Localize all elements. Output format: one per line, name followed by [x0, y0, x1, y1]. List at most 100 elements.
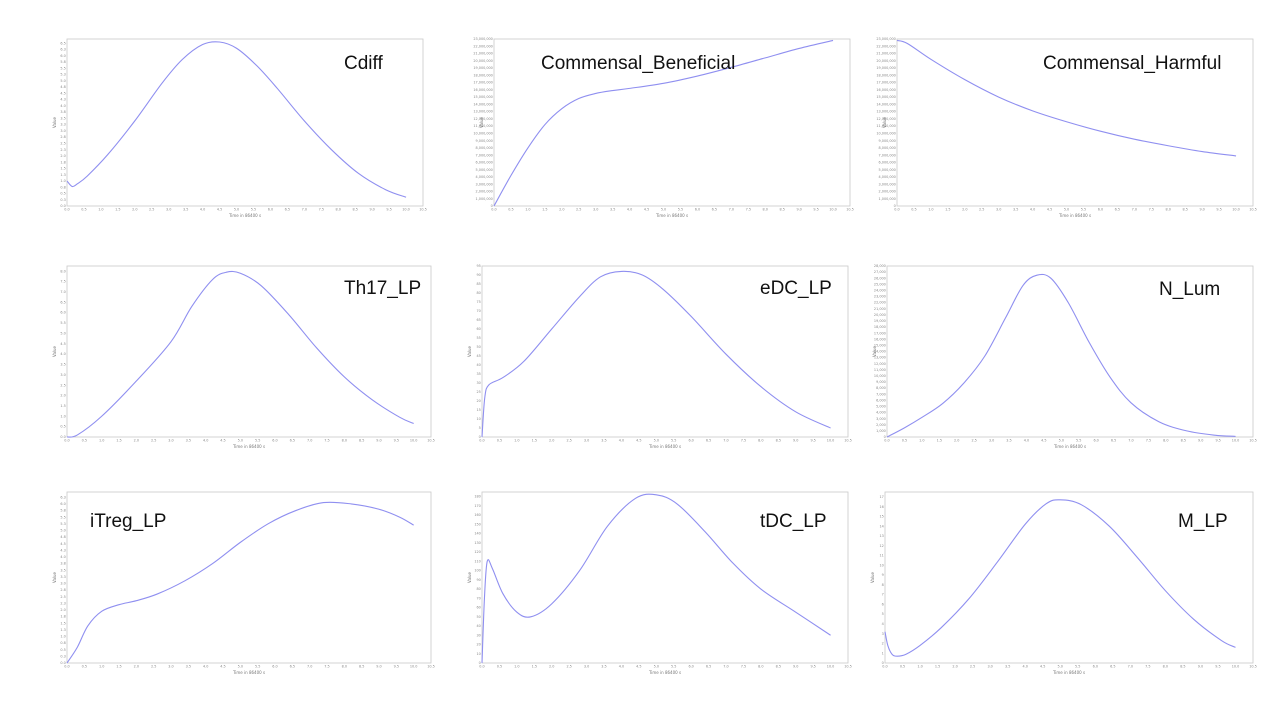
x-tick-label-commensal-beneficial: 0.5 — [508, 207, 513, 211]
x-tick-label-commensal-beneficial: 2.5 — [576, 207, 581, 211]
x-tick-label-edc-lp: 2.0 — [549, 438, 554, 442]
x-tick-label-tdc-lp: 4.0 — [619, 664, 624, 668]
x-tick-label-th17-lp: 3.0 — [168, 438, 173, 442]
y-tick-label-n-lum: 21,000 — [874, 307, 886, 311]
y-tick-label-edc-lp: 95 — [476, 264, 480, 268]
x-tick-label-n-lum: 6.0 — [1093, 438, 1098, 442]
y-tick-label-itreg-lp: 0.8 — [60, 641, 65, 645]
y-tick-label-itreg-lp: 1.0 — [60, 635, 65, 639]
chart-panel-cdiff: 0.0 0.3 0.5 0.8 1.0 1.3 1.5 1.8 2.0 2.3 2.5 2.8 3.0 3… — [52, 35, 427, 218]
y-tick-label-n-lum: 11,000 — [874, 368, 886, 372]
y-tick-label-cdiff: 2.8 — [60, 135, 65, 139]
y-tick-label-th17-lp: 6.5 — [60, 300, 65, 304]
y-tick-label-cdiff: 6.5 — [60, 41, 65, 45]
series-line-commensal-beneficial — [493, 39, 834, 207]
x-tick-label-edc-lp: 5.0 — [654, 438, 659, 442]
x-tick-label-cdiff: 6.0 — [268, 207, 273, 211]
chart-svg-commensal-harmful: 0 1,000,000 2,000,000 3,000,000 4,000,000 5,0… — [876, 37, 1256, 218]
y-tick-label-commensal-harmful: 17,000,000 — [876, 81, 895, 85]
x-tick-label-commensal-beneficial: 10.5 — [846, 207, 854, 211]
x-tick-label-commensal-beneficial: 4.0 — [627, 207, 632, 211]
y-tick-label-itreg-lp: 0.0 — [60, 661, 65, 665]
y-tick-label-m-lp: 3 — [882, 632, 884, 636]
y-tick-label-m-lp: 15 — [879, 515, 883, 519]
y-tick-label-itreg-lp: 4.8 — [60, 535, 65, 539]
y-tick-label-n-lum: 7,000 — [876, 392, 886, 396]
x-tick-label-th17-lp: 6.0 — [272, 438, 277, 442]
y-tick-label-n-lum: 15,000 — [874, 343, 886, 347]
y-tick-label-cdiff: 0.0 — [60, 204, 65, 208]
x-tick-label-m-lp: 5.5 — [1075, 664, 1080, 668]
y-tick-label-itreg-lp: 3.5 — [60, 568, 65, 572]
x-tick-label-tdc-lp: 6.5 — [706, 664, 711, 668]
y-tick-label-edc-lp: 15 — [476, 408, 480, 412]
x-tick-label-m-lp: 1.0 — [917, 664, 922, 668]
y-tick-label-commensal-harmful: 3,000,000 — [879, 182, 896, 186]
x-tick-label-cdiff: 3.0 — [166, 207, 171, 211]
y-tick-label-commensal-beneficial: 9,000,000 — [476, 139, 493, 143]
x-tick-label-th17-lp: 3.5 — [186, 438, 191, 442]
y-tick-label-th17-lp: 5.0 — [60, 331, 65, 335]
y-tick-label-m-lp: 14 — [879, 524, 883, 528]
y-tick-label-itreg-lp: 3.8 — [60, 562, 65, 566]
x-tick-label-th17-lp: 0.0 — [64, 438, 69, 442]
y-tick-label-itreg-lp: 4.3 — [60, 548, 65, 552]
x-tick-label-cdiff: 1.0 — [98, 207, 103, 211]
y-tick-label-n-lum: 28,000 — [874, 264, 886, 268]
y-tick-label-th17-lp: 7.5 — [60, 280, 65, 284]
chart-svg-cdiff: 0.0 0.3 0.5 0.8 1.0 1.3 1.5 1.8 2.0 2.3 2.5 2.8 3.0 3… — [52, 38, 427, 218]
y-tick-label-cdiff: 2.5 — [60, 142, 65, 146]
x-tick-label-tdc-lp: 9.0 — [793, 664, 798, 668]
x-tick-label-commensal-beneficial: 10.0 — [829, 207, 837, 211]
x-axis-label-m-lp: Time in 86400 s — [1052, 670, 1085, 675]
y-tick-label-cdiff: 1.3 — [60, 173, 65, 177]
x-tick-label-itreg-lp: 6.0 — [272, 664, 277, 668]
y-tick-label-cdiff: 4.5 — [60, 91, 65, 95]
y-tick-label-commensal-harmful: 4,000,000 — [879, 175, 896, 179]
y-tick-label-commensal-beneficial: 12,000,000 — [473, 117, 492, 121]
x-tick-label-n-lum: 1.0 — [919, 438, 924, 442]
x-tick-label-m-lp: 4.0 — [1022, 664, 1027, 668]
x-tick-label-commensal-beneficial: 1.0 — [525, 207, 530, 211]
chart-svg-n-lum: 0 1,000 2,000 3,000 4,000 5,000 6,000 7,000 8,00… — [872, 264, 1257, 449]
x-tick-label-commensal-beneficial: 8.5 — [779, 207, 784, 211]
x-tick-label-n-lum: 3.5 — [1006, 438, 1011, 442]
x-axis-label-edc-lp: Time in 86400 s — [648, 444, 681, 449]
y-tick-label-cdiff: 2.3 — [60, 148, 65, 152]
plot-frame-itreg-lp — [66, 491, 432, 664]
x-tick-label-m-lp: 10.5 — [1249, 664, 1257, 668]
x-tick-label-edc-lp: 0.5 — [497, 438, 502, 442]
y-tick-label-cdiff: 3.3 — [60, 123, 65, 127]
y-tick-label-th17-lp: 1.5 — [60, 404, 65, 408]
x-tick-label-n-lum: 0.5 — [902, 438, 907, 442]
y-tick-label-edc-lp: 0 — [479, 435, 481, 439]
x-tick-label-cdiff: 7.0 — [302, 207, 307, 211]
x-tick-label-n-lum: 8.0 — [1163, 438, 1168, 442]
y-tick-label-cdiff: 6.3 — [60, 48, 65, 52]
chart-svg-edc-lp: 0 5 10 15 20 25 30 35 40 45 50 55 60 65 70 75 80 85 90 95 0.… — [467, 264, 852, 449]
y-tick-label-commensal-beneficial: 20,000,000 — [473, 59, 492, 63]
x-tick-label-m-lp: 0.5 — [900, 664, 905, 668]
x-tick-label-th17-lp: 2.5 — [151, 438, 156, 442]
y-tick-label-commensal-harmful: 12,000,000 — [876, 117, 895, 121]
x-tick-label-itreg-lp: 10.5 — [427, 664, 435, 668]
y-axis-label-tdc-lp: Value — [467, 571, 472, 583]
x-tick-label-commensal-harmful: 7.0 — [1132, 207, 1137, 211]
x-tick-label-m-lp: 6.5 — [1110, 664, 1115, 668]
x-tick-label-commensal-harmful: 0.5 — [911, 207, 916, 211]
y-tick-label-commensal-harmful: 16,000,000 — [876, 88, 895, 92]
x-tick-label-tdc-lp: 3.5 — [601, 664, 606, 668]
y-tick-label-cdiff: 1.5 — [60, 167, 65, 171]
y-tick-label-th17-lp: 2.5 — [60, 383, 65, 387]
plot-frame-edc-lp — [481, 265, 849, 438]
x-tick-label-itreg-lp: 6.5 — [290, 664, 295, 668]
y-tick-label-commensal-harmful: 11,000,000 — [876, 124, 895, 128]
x-tick-label-tdc-lp: 5.0 — [654, 664, 659, 668]
x-tick-label-commensal-beneficial: 5.0 — [661, 207, 666, 211]
x-tick-label-tdc-lp: 9.5 — [810, 664, 815, 668]
y-tick-label-edc-lp: 20 — [476, 399, 480, 403]
y-tick-label-tdc-lp: 180 — [474, 495, 480, 499]
y-tick-label-cdiff: 4.8 — [60, 85, 65, 89]
y-tick-label-commensal-harmful: 1,000,000 — [879, 197, 896, 201]
